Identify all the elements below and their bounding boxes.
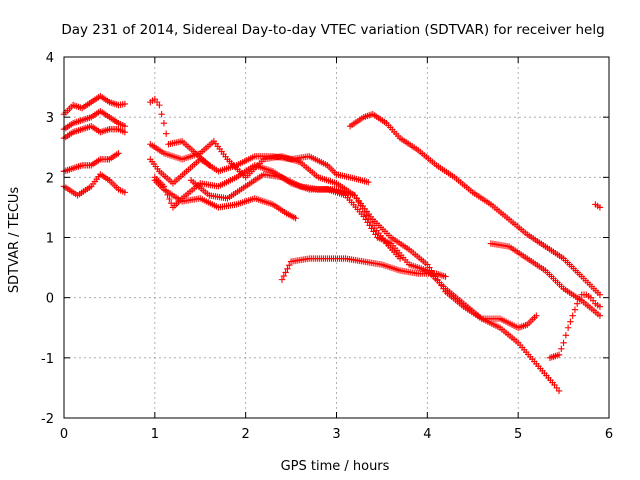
series-arc-m [346, 110, 604, 298]
y-tick-label: 0 [46, 292, 54, 307]
data-point [555, 387, 563, 395]
x-tick-label: 3 [332, 427, 340, 442]
x-tick-label: 4 [423, 427, 431, 442]
series-arc-b [60, 107, 129, 133]
data-point [574, 300, 581, 307]
data-point [567, 318, 574, 325]
x-axis-label: GPS time / hours [281, 459, 390, 474]
axis-ticks [63, 56, 610, 419]
data-point [558, 345, 565, 353]
y-axis-label: SDTVAR / TECUs [7, 187, 22, 294]
x-tick-label: 2 [242, 427, 250, 442]
y-tick-label: -1 [41, 352, 54, 367]
data-point [442, 273, 449, 280]
series-arc-a [60, 92, 129, 118]
tick-labels: 0 1 2 3 4 5 6 -2 -1 0 1 2 3 4 [41, 51, 613, 442]
data-point [121, 122, 129, 130]
x-tick-label: 1 [151, 427, 159, 442]
series-arc-l [278, 255, 449, 283]
data-point [569, 312, 576, 319]
x-tick-label: 5 [514, 427, 522, 442]
data-point [167, 200, 175, 207]
data-point [562, 332, 570, 339]
y-tick-label: 3 [46, 111, 54, 126]
data-point [576, 295, 583, 303]
chart-title: Day 231 of 2014, Sidereal Day-to-day VTE… [61, 22, 604, 38]
data-point [564, 324, 572, 331]
data-points [60, 92, 604, 395]
series-arc-p [592, 201, 604, 211]
data-point [282, 269, 289, 276]
data-point [596, 303, 604, 310]
data-point [166, 195, 173, 203]
series-arc-h [147, 153, 372, 187]
data-point [156, 101, 163, 109]
data-point [286, 261, 293, 269]
series-arc-c [60, 122, 129, 142]
data-point [533, 312, 540, 319]
data-point [121, 100, 129, 108]
data-point [160, 119, 168, 127]
data-point [115, 150, 122, 157]
data-point [158, 110, 165, 118]
series-arc-d [60, 150, 122, 175]
data-point [121, 189, 129, 196]
series-arc-k [187, 171, 540, 331]
series-arc-j [151, 177, 299, 222]
data-point [560, 339, 567, 346]
y-tick-label: -2 [41, 412, 54, 427]
data-point [396, 255, 404, 262]
x-tick-label: 6 [605, 427, 613, 442]
data-point [292, 215, 299, 222]
x-tick-label: 0 [60, 427, 68, 442]
data-point [365, 178, 372, 186]
data-point [162, 130, 170, 137]
data-point [121, 129, 129, 136]
series-arc-o [546, 291, 604, 362]
y-tick-label: 1 [46, 232, 54, 247]
series-arc-e [60, 171, 129, 199]
data-point [278, 276, 286, 283]
data-point [571, 306, 579, 313]
data-point [280, 272, 288, 280]
data-point [596, 312, 604, 319]
data-point [284, 265, 291, 272]
data-point [555, 351, 563, 359]
y-tick-label: 4 [46, 51, 54, 66]
data-point [596, 291, 604, 298]
series-arc-n [487, 240, 604, 319]
y-tick-label: 2 [46, 171, 54, 186]
data-point [596, 204, 604, 211]
